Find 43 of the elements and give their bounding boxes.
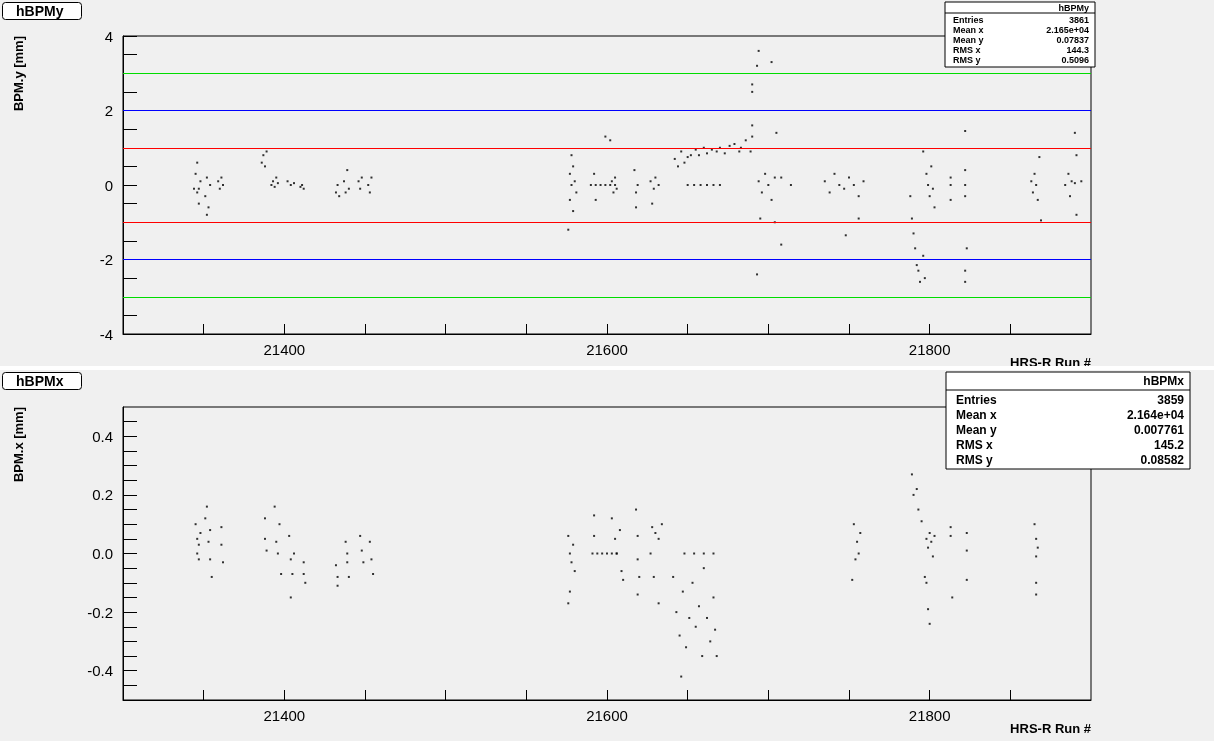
- annotation: RMS y: [956, 452, 993, 467]
- text: 3859: [1157, 392, 1185, 407]
- x-tick-label: 21600: [586, 707, 628, 724]
- annotation: 144.3: [1066, 45, 1089, 55]
- y-tick-label: -0.2: [87, 603, 113, 621]
- text: Mean x: [953, 25, 984, 35]
- y-tick-label: -2: [99, 251, 113, 268]
- y-tick-label: 4: [104, 27, 113, 45]
- text: 0.007761: [1133, 422, 1185, 437]
- chart-title: hBPMx: [16, 373, 64, 389]
- chart-title: hBPMy: [16, 3, 64, 19]
- annotation: RMS y: [953, 55, 981, 65]
- annotation: Mean y: [956, 422, 998, 437]
- annotation: Mean y: [953, 35, 984, 45]
- y-tick-label: 0.2: [92, 486, 113, 504]
- y-tick-label: 0.0: [92, 545, 113, 562]
- text: 0.08582: [1140, 452, 1185, 467]
- text: 3861: [1068, 15, 1089, 25]
- y-tick-label: 0.4: [92, 427, 113, 445]
- text: Entries: [953, 15, 984, 25]
- text: hBPMy: [1058, 2, 1089, 13]
- x-axis-title: HRS-R Run #: [1010, 721, 1092, 736]
- x-tick-label: 21600: [586, 341, 628, 358]
- y-tick-label: 0: [104, 176, 113, 194]
- text: 2.164e+04: [1126, 407, 1185, 422]
- x-tick-label: 21800: [908, 341, 951, 358]
- text: hBPMx: [1143, 374, 1185, 388]
- text: 145.2: [1153, 437, 1185, 452]
- x-tick-label: 21400: [263, 341, 306, 358]
- x-tick-label: 21400: [263, 707, 306, 724]
- text: Entries: [956, 392, 998, 407]
- y-tick-label: -4: [99, 325, 113, 343]
- y-axis-title: BPM.x [mm]: [11, 406, 26, 483]
- annotation: RMS x: [953, 45, 981, 55]
- text: 2.165e+04: [1046, 25, 1089, 35]
- y-tick-label: 2: [104, 102, 113, 119]
- annotation: RMS x: [956, 437, 993, 452]
- annotation: Mean x: [956, 407, 998, 422]
- x-tick-label: 21800: [908, 707, 951, 724]
- annotation: 0.07837: [1056, 35, 1089, 45]
- y-tick-label: -0.4: [87, 662, 113, 680]
- y-axis-title: BPM.y [mm]: [11, 35, 26, 112]
- annotation: 0.5096: [1061, 55, 1089, 65]
